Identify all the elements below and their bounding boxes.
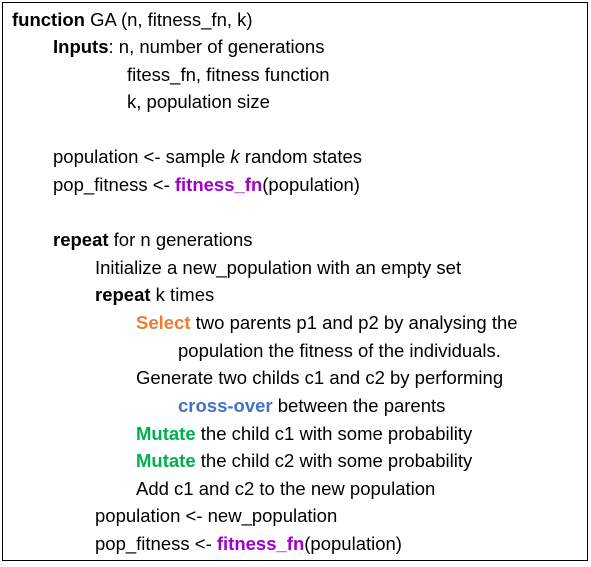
population-init-k: k <box>230 146 240 167</box>
function-keyword: function <box>12 9 85 30</box>
select-continuation-line: population the fitness of the individual… <box>178 340 501 361</box>
inputs-line: Inputs: n, number of generations <box>53 36 324 58</box>
fitness-update-line: pop_fitness <- fitness_fn(population) <box>95 533 402 555</box>
fitness-update-pre: pop_fitness <- <box>95 533 217 554</box>
function-signature: GA (n, fitness_fn, k) <box>84 9 253 30</box>
mutate-c1-keyword: Mutate <box>136 423 196 444</box>
crossover-rest: between the parents <box>272 395 446 416</box>
fitness-init-line: pop_fitness <- fitness_fn(population) <box>53 174 360 196</box>
outer-repeat-rest: for n generations <box>108 229 253 250</box>
population-init-pre: population <- sample <box>53 146 231 167</box>
function-header-line: function GA (n, fitness_fn, k) <box>12 9 253 31</box>
inputs-second-line: fitess_fn, fitness function <box>127 64 330 85</box>
select-rest: two parents p1 and p2 by analysing the <box>190 312 518 333</box>
population-init-line: population <- sample k random states <box>53 146 362 168</box>
select-line: Select two parents p1 and p2 by analysin… <box>136 312 518 334</box>
mutate-c1-line: Mutate the child c1 with some probabilit… <box>136 423 472 445</box>
population-update-line: population <- new_population <box>95 505 338 526</box>
crossover-keyword: cross-over <box>178 395 273 416</box>
fitness-fn-call-update: fitness_fn <box>216 533 305 554</box>
fitness-init-post: (population) <box>262 174 360 195</box>
mutate-c2-keyword: Mutate <box>136 450 196 471</box>
generate-line: Generate two childs c1 and c2 by perform… <box>136 367 504 388</box>
outer-repeat-keyword: repeat <box>53 229 109 250</box>
algorithm-box: function GA (n, fitness_fn, k) Inputs: n… <box>2 2 588 561</box>
initialize-line: Initialize a new_population with an empt… <box>95 257 462 278</box>
fitness-update-post: (population) <box>304 533 402 554</box>
inputs-third-line: k, population size <box>127 91 270 112</box>
inputs-keyword: Inputs <box>53 36 109 57</box>
inner-repeat-line: repeat k times <box>95 284 214 306</box>
select-keyword: Select <box>136 312 191 333</box>
inner-repeat-rest: k times <box>150 284 215 305</box>
inputs-first: : n, number of generations <box>108 36 325 57</box>
population-init-post: random states <box>239 146 363 167</box>
crossover-line: cross-over between the parents <box>178 395 445 417</box>
add-children-line: Add c1 and c2 to the new population <box>136 478 436 499</box>
mutate-c1-rest: the child c1 with some probability <box>195 423 473 444</box>
fitness-init-pre: pop_fitness <- <box>53 174 175 195</box>
outer-repeat-line: repeat for n generations <box>53 229 253 251</box>
mutate-c2-rest: the child c2 with some probability <box>195 450 473 471</box>
fitness-fn-call: fitness_fn <box>174 174 263 195</box>
mutate-c2-line: Mutate the child c2 with some probabilit… <box>136 450 472 472</box>
inner-repeat-keyword: repeat <box>95 284 151 305</box>
